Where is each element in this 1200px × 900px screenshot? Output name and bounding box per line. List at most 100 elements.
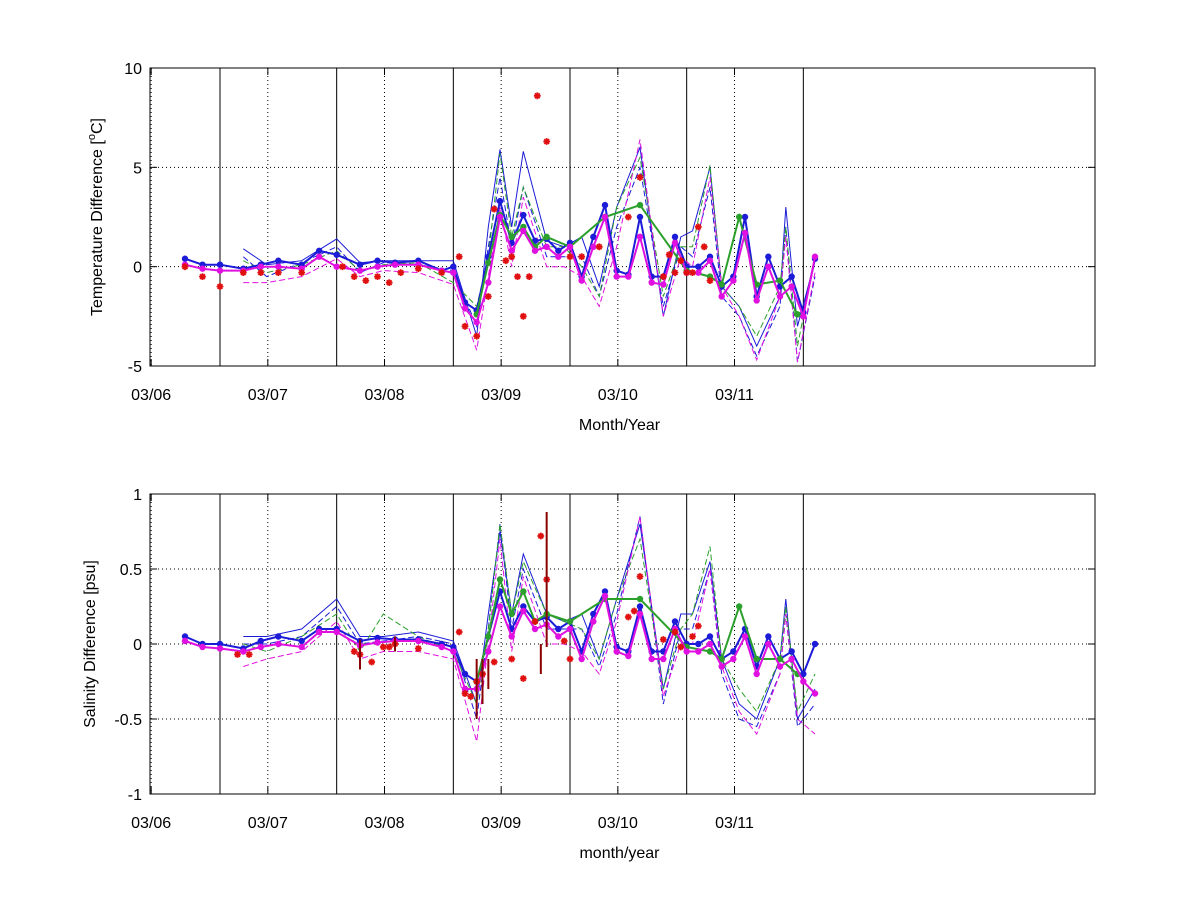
temperature-series-6-point-15 [461,305,469,312]
temperature-series-5-point-13 [735,213,743,221]
temperature-series-5-point-3 [508,233,515,241]
salinity-series-4-point-10 [374,634,381,642]
temperature-series-4-connector [184,200,816,317]
temperature-xtick-label-2: 03/08 [364,387,404,404]
salinity-series-5-point-12 [718,655,725,663]
temperature-series-6-point-22 [543,243,550,250]
temperature-series-6-point-38 [730,277,737,284]
temperature-series-7-star-38 [694,223,702,231]
salinity-series-6-point-17 [485,648,492,655]
temperature-series-4-point-35 [695,263,702,270]
temperature-x-axis-label: Month/Year [579,417,661,434]
temperature-series-7-star-37 [689,269,696,276]
salinity-series-6-point-12 [415,637,422,645]
salinity-series-4-point-14 [450,643,457,651]
salinity-ticks: -1 -0.5 0 0.5 1 03/06 03/07 03/08 03/09 03/10 03/1… [114,487,1095,832]
salinity-ytick-label-3: 0.5 [120,562,142,579]
salinity-series-4-point-0 [181,633,189,640]
temperature-series-4-point-10 [374,257,381,264]
temperature-series-6-point-45 [811,253,819,260]
salinity-series-6-point-39 [741,633,749,640]
temperature-series-7-star-3 [239,269,247,276]
temperature-series-7-star-7 [339,263,346,271]
salinity-series-7-star-24 [636,573,644,580]
salinity-series-4-point-4 [257,637,265,645]
salinity-series-7-star-27 [677,643,685,651]
salinity-series-7-star-23 [630,607,638,615]
salinity-series-4-point-30 [636,603,644,610]
salinity-series-6-point-19 [508,633,515,640]
temperature-series-7-star-9 [362,277,370,284]
temperature-series-6-point-43 [788,283,795,290]
temperature-series-6-point-1 [199,265,206,272]
salinity-series-7-star-4 [368,658,376,666]
salinity-series-6-point-27 [601,592,609,600]
temperature-series-6-point-23 [555,253,562,260]
salinity-series-4-point-15 [461,670,469,678]
temperature-series-4-point-18 [496,197,504,205]
salinity-series-7-star-29 [694,622,702,630]
temperature-series-5-point-16 [794,311,801,318]
temperature-series [181,92,819,363]
salinity-series-2-line [243,523,816,714]
temperature-series-6-point-11 [391,261,399,268]
salinity-series-4-point-5 [275,633,282,640]
temperature-series-6-point-26 [590,243,597,250]
salinity-series-6-point-3 [240,648,247,655]
temperature-series-5-point-9 [636,201,644,209]
salinity-series-7-star-10 [461,690,469,697]
temperature-ytick-label-3: 10 [124,61,142,78]
temperature-series-4-point-43 [788,273,795,280]
salinity-series-7-star-25 [659,636,667,643]
temperature-ytick-label-2: 5 [133,160,142,177]
temperature-series-6-point-39 [741,229,749,237]
salinity-series-6-point-45 [811,690,819,697]
temperature-series-6-point-44 [800,313,807,320]
temperature-series-7-star-8 [350,273,358,280]
salinity-x-axis-label: month/year [579,845,660,862]
temperature-xtick-label-1: 03/07 [248,387,288,404]
salinity-series-6-point-14 [450,648,457,655]
salinity-y-axis-label: Salinity Difference [psu] [82,560,99,728]
salinity-series-6-point-18 [496,603,504,610]
salinity-series-5-point-4 [520,588,527,595]
temperature-series-7-star-2 [216,283,224,290]
temperature-series-4-point-39 [741,213,749,221]
temperature-series-7-star-31 [636,173,644,181]
temperature-series-6-point-25 [578,277,585,284]
temperature-series-6-point-28 [613,273,620,280]
temperature-series-6-point-41 [765,263,772,270]
temperature-series-7-star-0 [181,263,189,271]
salinity-series-7-star-21 [566,655,574,663]
salinity-xtick-label-3: 03/09 [481,815,521,832]
salinity-series-6-point-30 [636,610,644,618]
temperature-series-7-star-39 [700,243,708,251]
salinity-series-7-star-17 [531,618,539,625]
salinity-series-6-point-7 [315,628,323,636]
salinity-series-6-point-38 [730,655,737,663]
salinity-series-6-point-26 [590,618,597,625]
salinity-series-7-star-22 [624,613,632,621]
salinity-xtick-label-2: 03/08 [364,815,404,832]
temperature-series-7-star-23 [519,312,527,320]
temperature-series-7-star-22 [514,273,521,280]
temperature-series-7-star-25 [533,92,541,100]
salinity-series-6-point-41 [765,640,772,648]
temperature-series-5-point-12 [718,281,725,288]
salinity-series-3-line [243,516,816,742]
temperature-xtick-label-0: 03/06 [131,387,171,404]
salinity-series-6-point-2 [216,645,224,652]
salinity-series-4-connector [184,587,816,684]
salinity-series-6-point-25 [578,655,585,663]
salinity-series-6-point-24 [566,625,574,633]
temperature-series-7-star-28 [578,253,586,261]
salinity-series-6-point-37 [718,663,725,670]
temperature-series-7-star-24 [525,273,533,280]
salinity-series-6-point-21 [531,625,539,633]
temperature-series-6-point-40 [753,297,760,304]
temperature-series-7-star-35 [677,257,685,265]
temperature-series-6-point-18 [496,213,504,221]
temperature-series-6-point-32 [660,281,667,288]
salinity-series-5-point-13 [735,603,743,610]
